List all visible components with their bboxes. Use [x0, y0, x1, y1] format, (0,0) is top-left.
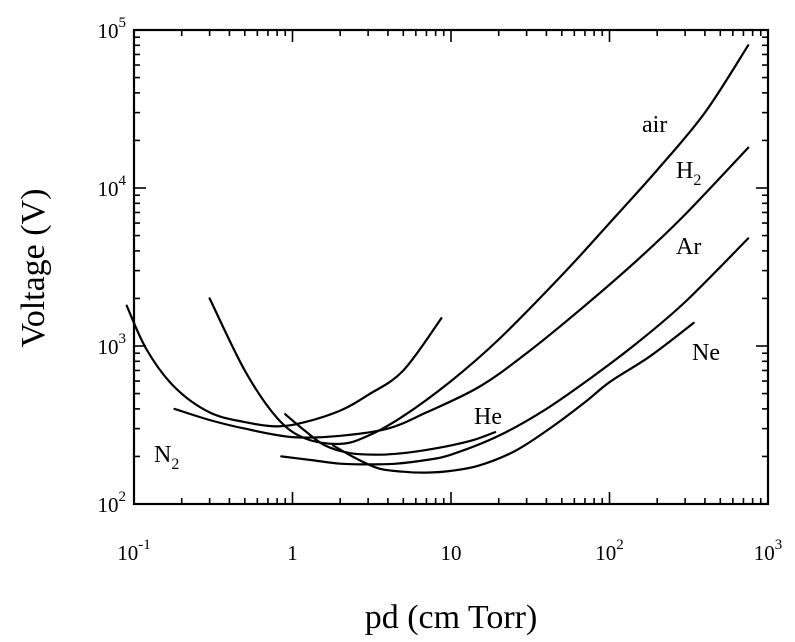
- curve-n2: [125, 304, 443, 428]
- curve-ar: [280, 237, 750, 466]
- curve-label-ne: Ne: [692, 340, 720, 366]
- y-tick-label: 104: [98, 173, 127, 201]
- x-tick-label: 102: [595, 537, 624, 565]
- curve-ne: [331, 321, 695, 474]
- y-axis-title: Voltage (V): [15, 189, 52, 348]
- curve-h2: [173, 146, 750, 439]
- curves: [125, 44, 750, 474]
- y-tick-label: 105: [98, 15, 127, 43]
- curve-label-h2: H2: [676, 158, 701, 189]
- x-tick-label: 103: [754, 537, 783, 565]
- curve-he: [284, 413, 497, 456]
- curve-label-air: air: [642, 112, 667, 138]
- axis-ticks: [133, 30, 768, 505]
- curve-label-ar: Ar: [676, 234, 701, 260]
- curve-labels: air H2 N2 He Ar Ne: [154, 112, 720, 473]
- y-tick-label: 102: [98, 489, 127, 517]
- x-tick-label: 1: [287, 541, 298, 565]
- plot-frame: [132, 28, 770, 506]
- curve-air: [208, 44, 750, 446]
- y-tick-label: 103: [98, 331, 127, 359]
- x-axis-title: pd (cm Torr): [365, 599, 538, 636]
- x-tick-label: 10: [441, 541, 462, 565]
- y-tick-labels: 102 103 104 105: [98, 15, 127, 517]
- curve-label-n2: N2: [154, 442, 179, 473]
- x-tick-label: 10-1: [117, 537, 151, 565]
- curve-label-he: He: [474, 404, 502, 430]
- x-tick-labels: 10-1 1 10 102 103: [117, 537, 782, 565]
